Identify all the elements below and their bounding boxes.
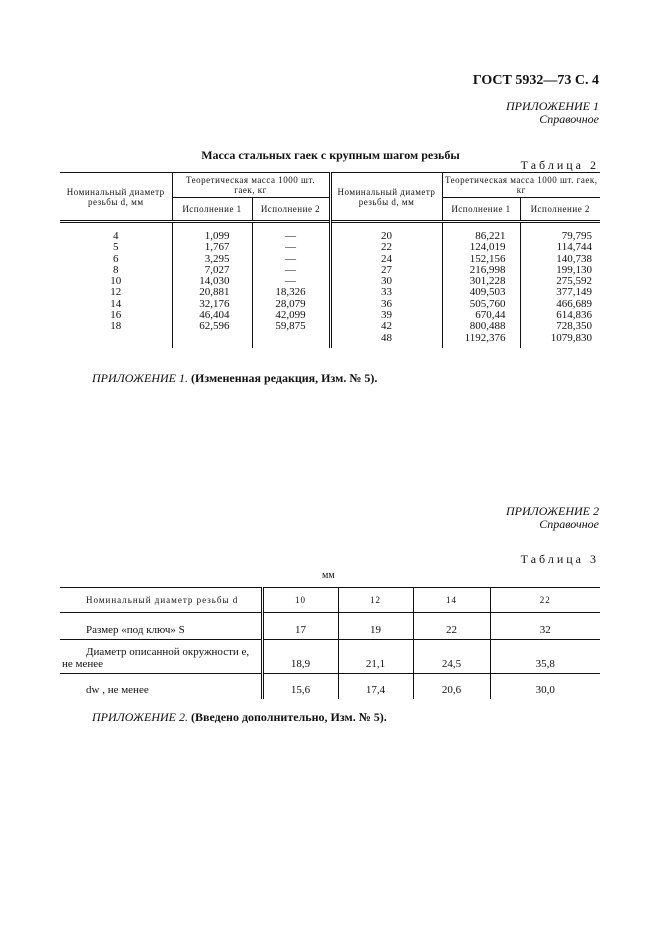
header-cell: 12 [337, 587, 413, 613]
table2-title: Масса стальных гаек с крупным шагом резь… [201, 148, 460, 162]
left-diameters: 4 5 6 8 10 12 14 16 18 [110, 230, 122, 333]
col-exec1-right: Исполнение 1 [441, 197, 520, 222]
table-row: Диаметр описанной окружности e, не менее… [60, 639, 600, 674]
note-label: ПРИЛОЖЕНИЕ 1. [92, 371, 188, 385]
header-cell: 10 [260, 587, 338, 613]
cell: 30,0 [489, 673, 600, 699]
row-label: Размер «под ключ» S [60, 612, 262, 640]
col-mass-right: Теоретическая масса 1000 шт. гаек, кг [441, 172, 600, 198]
header-cell: 22 [489, 587, 600, 613]
row-label: dw , не менее [60, 673, 262, 699]
table3: Номинальный диаметр резьбы d 10 12 14 22… [60, 587, 600, 699]
col-diameter: Номинальный диаметр резьбы d, мм [66, 186, 165, 207]
table-row: dw , не менее 15,6 17,4 20,6 30,0 [60, 673, 600, 699]
row-label: Диаметр описанной окружности e, не менее [60, 639, 262, 674]
table3-header-row: Номинальный диаметр резьбы d 10 12 14 22 [60, 587, 600, 613]
cell: 17,4 [337, 673, 413, 699]
col-exec2-right: Исполнение 2 [519, 197, 600, 222]
table2: Номинальный диаметр резьбы d, мм Теорети… [60, 172, 600, 348]
table3-label: Таблица 3 [520, 552, 599, 566]
cell: 18,9 [260, 639, 338, 674]
cell: 15,6 [260, 673, 338, 699]
note-label: ПРИЛОЖЕНИЕ 2. [92, 710, 188, 724]
note-text: (Измененная редакция, Изм. № 5). [190, 371, 378, 385]
right-diameters: 20 22 24 27 30 33 36 39 42 48 [328, 221, 442, 348]
table2-label: Таблица 2 [520, 158, 599, 172]
appendix2-heading: ПРИЛОЖЕНИЕ 2 Справочное [506, 505, 599, 531]
table3-unit: мм [322, 570, 335, 581]
header-cell: 14 [412, 587, 490, 613]
left-exec1-values: 1,099 1,767 3,295 7,027 14,030 20,881 32… [171, 221, 252, 348]
doc-reference: ГОСТ 5932—73 С. 4 [472, 73, 599, 88]
cell: 21,1 [337, 639, 413, 674]
appendix2-label: ПРИЛОЖЕНИЕ 2 [506, 504, 599, 518]
col-exec1: Исполнение 1 [171, 197, 252, 222]
right-exec2-values: 79,795 114,744 140,738 199,130 275,592 3… [519, 221, 600, 348]
left-exec2-values: — — — — — 18,326 28,079 42,099 59,875 [251, 221, 330, 348]
cell: 19 [337, 612, 413, 640]
appendix1-type: Справочное [539, 112, 599, 126]
col-exec2: Исполнение 2 [251, 197, 330, 222]
appendix2-type: Справочное [539, 517, 599, 531]
col-mass: Теоретическая масса 1000 шт. гаек, кг [171, 172, 330, 198]
appendix1-label: ПРИЛОЖЕНИЕ 1 [506, 99, 599, 113]
cell: 17 [260, 612, 338, 640]
cell: 22 [412, 612, 490, 640]
header-cell: Номинальный диаметр резьбы d [60, 587, 262, 613]
appendix1-heading: ПРИЛОЖЕНИЕ 1 Справочное [506, 100, 599, 126]
cell: 35,8 [489, 639, 600, 674]
appendix2-note: ПРИЛОЖЕНИЕ 2. (Введено дополнительно, Из… [92, 710, 387, 725]
cell: 24,5 [412, 639, 490, 674]
right-exec1-values: 86,221 124,019 152,156 216,998 301,228 4… [441, 221, 520, 348]
cell: 32 [489, 612, 600, 640]
note-text: (Введено дополнительно, Изм. № 5). [190, 710, 387, 724]
table-row: Размер «под ключ» S 17 19 22 32 [60, 612, 600, 640]
col-diameter-right: Номинальный диаметр резьбы d, мм [328, 172, 442, 222]
appendix1-note: ПРИЛОЖЕНИЕ 1. (Измененная редакция, Изм.… [92, 371, 377, 386]
cell: 20,6 [412, 673, 490, 699]
